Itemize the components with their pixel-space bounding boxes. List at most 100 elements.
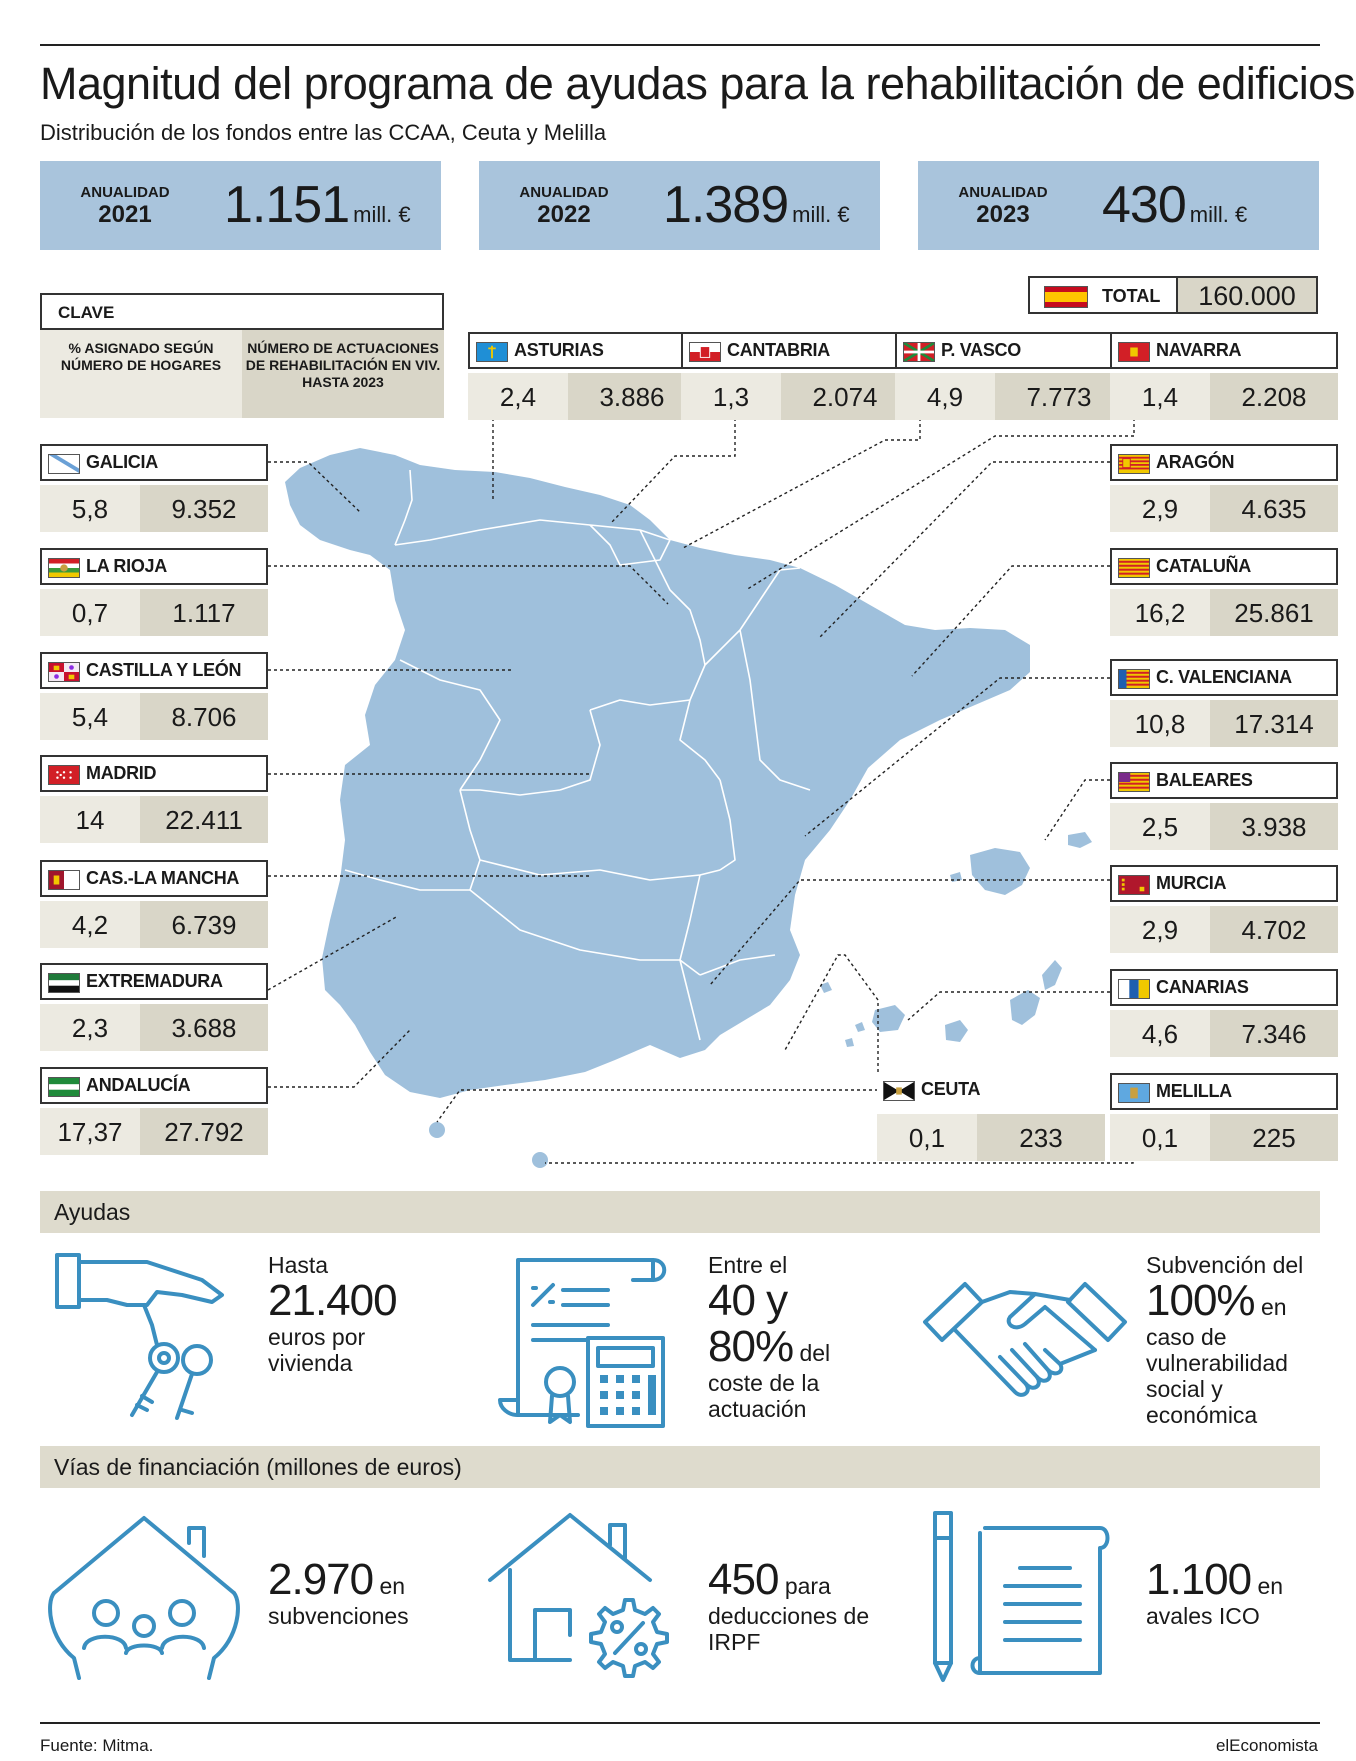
region-percent: 17,37 (40, 1108, 140, 1155)
total-box: TOTAL 160.000 (1028, 276, 1318, 314)
brand-logo: elEconomista (1215, 1736, 1318, 1755)
annual-label: ANUALIDAD 2021 (70, 185, 180, 228)
legend-key: CLAVE % ASIGNADO SEGÚN NÚMERO DE HOGARES… (40, 293, 444, 418)
region-percent: 4,2 (40, 901, 140, 948)
region-cataluna: CATALUÑA 16,2 25.861 (1110, 548, 1338, 636)
annual-box-2021: ANUALIDAD 2021 1.151 mill. € (40, 161, 441, 250)
border-line (394, 469, 413, 546)
region-name: CASTILLA Y LEÓN (86, 660, 242, 680)
aid-big-value-2: 80% (708, 1322, 794, 1371)
hand-keys-icon (55, 1253, 224, 1420)
region-extremadura: EXTREMADURA 2,3 3.688 (40, 963, 268, 1051)
region-count: 4.635 (1210, 485, 1338, 532)
region-name: NAVARRA (1156, 340, 1242, 360)
handshake-icon (923, 1282, 1127, 1397)
region-name: CAS.-LA MANCHA (86, 868, 240, 888)
region-count: 25.861 (1210, 589, 1338, 636)
region-cantabria: CANTABRIA 1,3 2.074 (681, 332, 909, 420)
finance-item-3: 1.100 en avales ICO (1146, 1557, 1283, 1630)
region-count: 22.411 (140, 796, 268, 843)
finance-post: avales ICO (1146, 1603, 1260, 1629)
region-name: ARAGÓN (1156, 452, 1235, 472)
region-andalucia: ANDALUCÍA 17,37 27.792 (40, 1067, 268, 1155)
region-percent: 2,9 (1110, 906, 1210, 953)
navarra-flag-icon (1118, 342, 1150, 362)
annual-box-2022: ANUALIDAD 2022 1.389 mill. € (479, 161, 880, 250)
total-label: TOTAL (1102, 286, 1161, 306)
region-name: CATALUÑA (1156, 556, 1251, 576)
region-castilla-la-mancha: CAS.-LA MANCHA 4,2 6.739 (40, 860, 268, 948)
extremadura-flag-icon (48, 973, 80, 993)
section-financiacion: Vías de financiación (millones de euros) (40, 1446, 1320, 1488)
spain-map (267, 418, 1135, 1168)
section-ayudas: Ayudas (40, 1191, 1320, 1233)
aid-pre: Entre el (708, 1252, 788, 1278)
region-percent: 1,4 (1110, 373, 1210, 420)
house-percent-icon (488, 1513, 669, 1678)
c-valenciana-flag-icon (1118, 669, 1150, 689)
legend-col-count: NÚMERO DE ACTUACIONES DE REHABILITACIÓN … (242, 330, 444, 418)
region-count: 27.792 (140, 1108, 268, 1155)
region-percent: 10,8 (1110, 700, 1210, 747)
cataluna-flag-icon (1118, 558, 1150, 578)
canarias-flag-icon (1118, 979, 1150, 999)
ceuta-flag-icon (883, 1081, 915, 1101)
region-count: 4.702 (1210, 906, 1338, 953)
region-c-valenciana: C. VALENCIANA 10,8 17.314 (1110, 659, 1338, 747)
annual-box-2023: ANUALIDAD 2023 430 mill. € (918, 161, 1319, 250)
aid-pre: Hasta (268, 1252, 329, 1278)
region-name: EXTREMADURA (86, 971, 223, 991)
aid-post: coste de la actuación (708, 1370, 820, 1422)
canarias-shape (872, 1005, 905, 1032)
region-canarias: CANARIAS 4,6 7.346 (1110, 969, 1338, 1057)
region-percent: 4,9 (895, 373, 995, 420)
aragon-flag-icon (1118, 454, 1150, 474)
region-percent: 0,1 (1110, 1114, 1210, 1161)
top-rule (40, 44, 1320, 46)
region-percent: 2,9 (1110, 485, 1210, 532)
region-count: 9.352 (140, 485, 268, 532)
region-count: 2.074 (781, 373, 909, 420)
castilla-la-mancha-flag-icon (48, 870, 80, 890)
region-count: 6.739 (140, 901, 268, 948)
ceuta-marker (429, 1122, 445, 1138)
annual-label: ANUALIDAD 2022 (509, 185, 619, 228)
region-name: MELILLA (1156, 1081, 1232, 1101)
region-count: 225 (1210, 1114, 1338, 1161)
region-name: LA RIOJA (86, 556, 167, 576)
finance-inline: en (379, 1573, 406, 1599)
region-count: 8.706 (140, 693, 268, 740)
region-percent: 5,8 (40, 485, 140, 532)
region-count: 7.346 (1210, 1010, 1338, 1057)
region-ceuta: CEUTA 0,1 233 (877, 1073, 1105, 1161)
madrid-flag-icon (48, 765, 80, 785)
aid-big-value: 100% (1146, 1276, 1256, 1325)
mainland-shape (285, 448, 1030, 1098)
region-percent: 0,1 (877, 1114, 977, 1161)
region-name: CANARIAS (1156, 977, 1249, 997)
andalucia-flag-icon (48, 1077, 80, 1097)
aid-big-value: 21.400 (268, 1276, 398, 1325)
pais-vasco-flag-icon (903, 342, 935, 362)
region-count: 2.208 (1210, 373, 1338, 420)
rioja-flag-icon (48, 558, 80, 578)
melilla-flag-icon (1118, 1083, 1150, 1103)
annual-year: 2022 (537, 201, 591, 228)
aid-post: caso de vulnerabilidad social y económic… (1146, 1324, 1288, 1428)
region-count: 7.773 (995, 373, 1123, 420)
annual-label: ANUALIDAD 2023 (948, 185, 1058, 228)
annual-year: 2021 (98, 201, 152, 228)
legend-title: CLAVE (40, 293, 444, 330)
region-percent: 2,4 (468, 373, 568, 420)
castilla-leon-flag-icon (48, 662, 80, 682)
region-name: GALICIA (86, 452, 158, 472)
region-name: ANDALUCÍA (86, 1075, 191, 1095)
region-percent: 16,2 (1110, 589, 1210, 636)
aid-pre: Subvención del (1146, 1252, 1304, 1278)
region-count: 3.688 (140, 1004, 268, 1051)
region-percent: 5,4 (40, 693, 140, 740)
region-percent: 2,5 (1110, 803, 1210, 850)
baleares-flag-icon (1118, 772, 1150, 792)
region-murcia: MURCIA 2,9 4.702 (1110, 865, 1338, 953)
baleares-shape (970, 848, 1030, 895)
